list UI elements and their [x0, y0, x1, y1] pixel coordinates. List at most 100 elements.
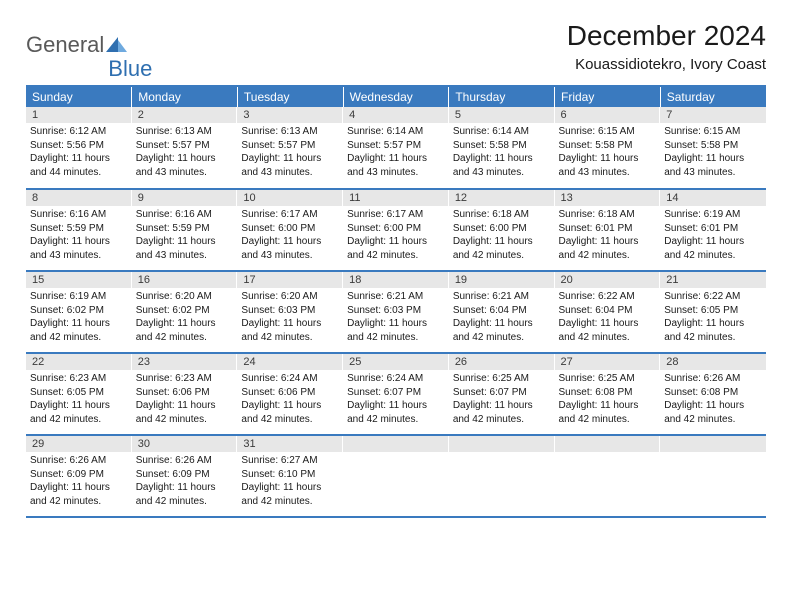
- day-details-empty: [449, 452, 555, 512]
- calendar-cell: 2Sunrise: 6:13 AMSunset: 5:57 PMDaylight…: [132, 107, 238, 189]
- daylight-line: Daylight: 11 hours and 42 minutes.: [30, 399, 128, 426]
- sunset-line: Sunset: 6:09 PM: [136, 468, 234, 482]
- header: General Blue December 2024 Kouassidiotek…: [26, 20, 766, 73]
- day-number: 6: [555, 107, 661, 123]
- day-details: Sunrise: 6:19 AMSunset: 6:01 PMDaylight:…: [660, 206, 766, 266]
- day-details: Sunrise: 6:17 AMSunset: 6:00 PMDaylight:…: [237, 206, 343, 266]
- day-details: Sunrise: 6:14 AMSunset: 5:57 PMDaylight:…: [343, 123, 449, 183]
- day-details: Sunrise: 6:14 AMSunset: 5:58 PMDaylight:…: [449, 123, 555, 183]
- calendar-cell: 30Sunrise: 6:26 AMSunset: 6:09 PMDayligh…: [132, 435, 238, 517]
- sunrise-line: Sunrise: 6:12 AM: [30, 125, 128, 139]
- day-number: 8: [26, 190, 132, 206]
- sunset-line: Sunset: 6:06 PM: [241, 386, 339, 400]
- calendar-row: 22Sunrise: 6:23 AMSunset: 6:05 PMDayligh…: [26, 353, 766, 435]
- calendar-cell: 18Sunrise: 6:21 AMSunset: 6:03 PMDayligh…: [343, 271, 449, 353]
- daylight-line: Daylight: 11 hours and 43 minutes.: [241, 235, 339, 262]
- calendar-cell: 24Sunrise: 6:24 AMSunset: 6:06 PMDayligh…: [237, 353, 343, 435]
- day-details-empty: [555, 452, 661, 512]
- day-number-empty: [343, 436, 449, 452]
- sunrise-line: Sunrise: 6:19 AM: [30, 290, 128, 304]
- title-block: December 2024 Kouassidiotekro, Ivory Coa…: [567, 20, 766, 73]
- day-number: 18: [343, 272, 449, 288]
- calendar-cell: 27Sunrise: 6:25 AMSunset: 6:08 PMDayligh…: [555, 353, 661, 435]
- weekday-header: Tuesday: [237, 86, 343, 107]
- day-details: Sunrise: 6:23 AMSunset: 6:05 PMDaylight:…: [26, 370, 132, 430]
- day-number: 7: [660, 107, 766, 123]
- calendar-cell: [449, 435, 555, 517]
- calendar-cell: 21Sunrise: 6:22 AMSunset: 6:05 PMDayligh…: [660, 271, 766, 353]
- daylight-line: Daylight: 11 hours and 42 minutes.: [664, 317, 762, 344]
- sunrise-line: Sunrise: 6:23 AM: [136, 372, 234, 386]
- daylight-line: Daylight: 11 hours and 42 minutes.: [559, 235, 657, 262]
- sunset-line: Sunset: 6:05 PM: [30, 386, 128, 400]
- sunset-line: Sunset: 6:00 PM: [347, 222, 445, 236]
- weekday-header: Friday: [555, 86, 661, 107]
- sunset-line: Sunset: 6:10 PM: [241, 468, 339, 482]
- calendar-cell: 28Sunrise: 6:26 AMSunset: 6:08 PMDayligh…: [660, 353, 766, 435]
- calendar-cell: 19Sunrise: 6:21 AMSunset: 6:04 PMDayligh…: [449, 271, 555, 353]
- calendar-cell: 9Sunrise: 6:16 AMSunset: 5:59 PMDaylight…: [132, 189, 238, 271]
- sunrise-line: Sunrise: 6:20 AM: [241, 290, 339, 304]
- sunset-line: Sunset: 6:08 PM: [559, 386, 657, 400]
- day-number: 17: [237, 272, 343, 288]
- sunset-line: Sunset: 6:03 PM: [347, 304, 445, 318]
- sunset-line: Sunset: 6:04 PM: [453, 304, 551, 318]
- daylight-line: Daylight: 11 hours and 42 minutes.: [347, 317, 445, 344]
- calendar-cell: 10Sunrise: 6:17 AMSunset: 6:00 PMDayligh…: [237, 189, 343, 271]
- calendar-cell: 16Sunrise: 6:20 AMSunset: 6:02 PMDayligh…: [132, 271, 238, 353]
- sunset-line: Sunset: 6:08 PM: [664, 386, 762, 400]
- sunrise-line: Sunrise: 6:22 AM: [559, 290, 657, 304]
- sunset-line: Sunset: 5:57 PM: [241, 139, 339, 153]
- sunrise-line: Sunrise: 6:16 AM: [136, 208, 234, 222]
- weekday-header: Wednesday: [343, 86, 449, 107]
- sunset-line: Sunset: 6:09 PM: [30, 468, 128, 482]
- sunset-line: Sunset: 6:04 PM: [559, 304, 657, 318]
- calendar-cell: 12Sunrise: 6:18 AMSunset: 6:00 PMDayligh…: [449, 189, 555, 271]
- calendar-cell: 25Sunrise: 6:24 AMSunset: 6:07 PMDayligh…: [343, 353, 449, 435]
- day-details: Sunrise: 6:16 AMSunset: 5:59 PMDaylight:…: [26, 206, 132, 266]
- day-number-empty: [449, 436, 555, 452]
- day-details: Sunrise: 6:20 AMSunset: 6:03 PMDaylight:…: [237, 288, 343, 348]
- daylight-line: Daylight: 11 hours and 42 minutes.: [136, 399, 234, 426]
- calendar-row: 1Sunrise: 6:12 AMSunset: 5:56 PMDaylight…: [26, 107, 766, 189]
- calendar-row: 15Sunrise: 6:19 AMSunset: 6:02 PMDayligh…: [26, 271, 766, 353]
- sunrise-line: Sunrise: 6:21 AM: [453, 290, 551, 304]
- day-details: Sunrise: 6:13 AMSunset: 5:57 PMDaylight:…: [132, 123, 238, 183]
- sunrise-line: Sunrise: 6:17 AM: [241, 208, 339, 222]
- day-details-empty: [660, 452, 766, 512]
- day-number: 31: [237, 436, 343, 452]
- daylight-line: Daylight: 11 hours and 43 minutes.: [136, 235, 234, 262]
- calendar-cell: 3Sunrise: 6:13 AMSunset: 5:57 PMDaylight…: [237, 107, 343, 189]
- day-number: 15: [26, 272, 132, 288]
- day-number: 28: [660, 354, 766, 370]
- weekday-header-row: Sunday Monday Tuesday Wednesday Thursday…: [26, 86, 766, 107]
- day-number: 21: [660, 272, 766, 288]
- sunset-line: Sunset: 6:03 PM: [241, 304, 339, 318]
- logo-text-blue: Blue: [108, 56, 152, 82]
- daylight-line: Daylight: 11 hours and 42 minutes.: [30, 481, 128, 508]
- day-number-empty: [660, 436, 766, 452]
- calendar-cell: 1Sunrise: 6:12 AMSunset: 5:56 PMDaylight…: [26, 107, 132, 189]
- day-details: Sunrise: 6:19 AMSunset: 6:02 PMDaylight:…: [26, 288, 132, 348]
- sunrise-line: Sunrise: 6:16 AM: [30, 208, 128, 222]
- sunset-line: Sunset: 6:07 PM: [453, 386, 551, 400]
- day-number: 19: [449, 272, 555, 288]
- sunset-line: Sunset: 6:00 PM: [453, 222, 551, 236]
- day-number: 14: [660, 190, 766, 206]
- weekday-header: Saturday: [660, 86, 766, 107]
- daylight-line: Daylight: 11 hours and 43 minutes.: [241, 152, 339, 179]
- sunset-line: Sunset: 5:58 PM: [453, 139, 551, 153]
- daylight-line: Daylight: 11 hours and 42 minutes.: [347, 399, 445, 426]
- day-details: Sunrise: 6:21 AMSunset: 6:04 PMDaylight:…: [449, 288, 555, 348]
- day-number: 26: [449, 354, 555, 370]
- sunrise-line: Sunrise: 6:18 AM: [559, 208, 657, 222]
- sunset-line: Sunset: 5:59 PM: [30, 222, 128, 236]
- day-details: Sunrise: 6:21 AMSunset: 6:03 PMDaylight:…: [343, 288, 449, 348]
- daylight-line: Daylight: 11 hours and 42 minutes.: [241, 399, 339, 426]
- calendar-cell: [555, 435, 661, 517]
- calendar-cell: 26Sunrise: 6:25 AMSunset: 6:07 PMDayligh…: [449, 353, 555, 435]
- day-number: 22: [26, 354, 132, 370]
- day-number: 12: [449, 190, 555, 206]
- day-number-empty: [555, 436, 661, 452]
- sunrise-line: Sunrise: 6:24 AM: [347, 372, 445, 386]
